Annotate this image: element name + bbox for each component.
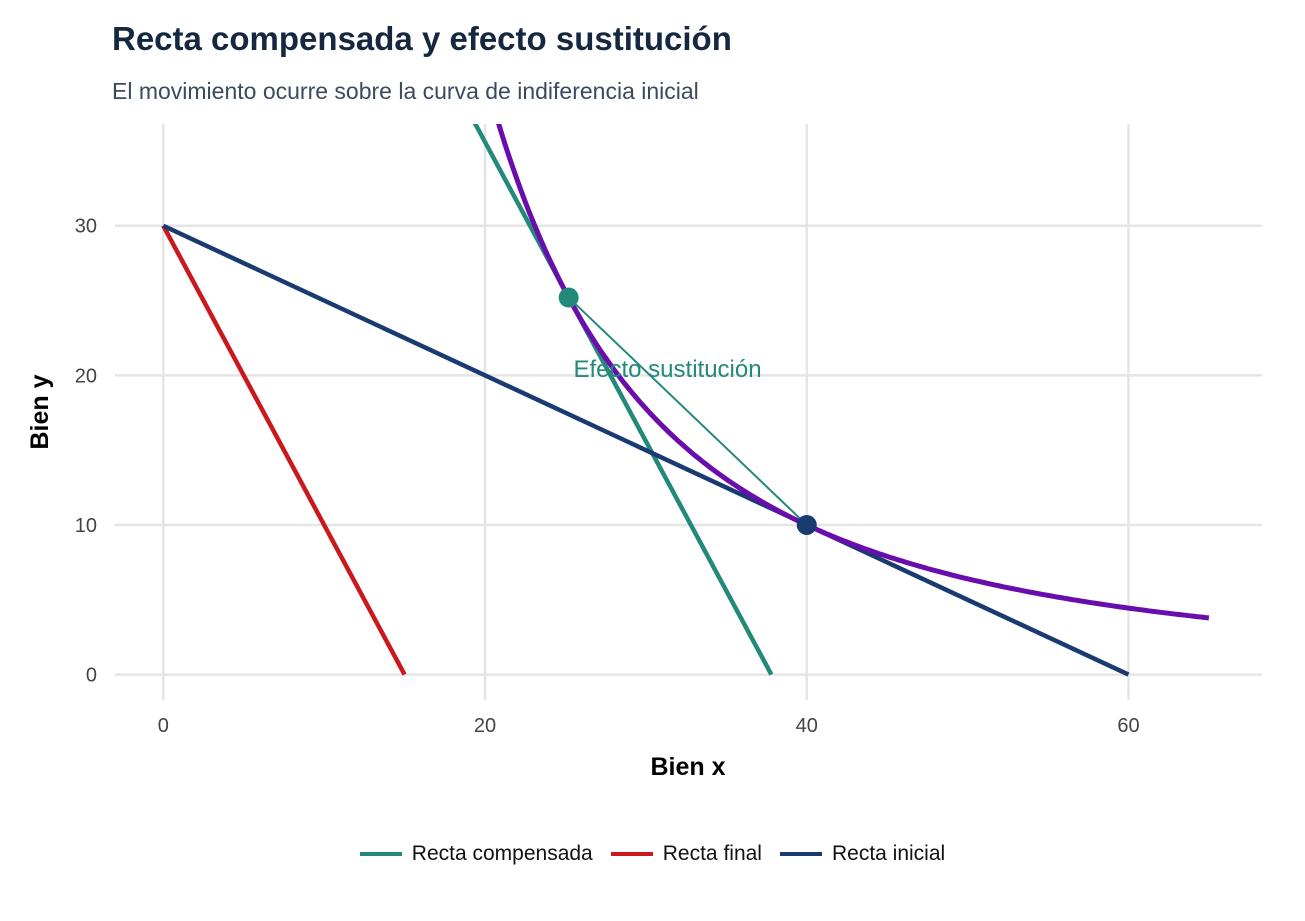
legend-item: Recta inicial [779,842,946,866]
chart-subtitle: El movimiento ocurre sobre la curva de i… [112,78,699,104]
x-axis-label: Bien x [650,753,725,781]
legend-item: Recta compensada [359,842,593,866]
substitution-arrow [567,296,808,526]
legend-label: Recta inicial [831,842,946,865]
y-tick-label: 0 [86,665,97,687]
indifference-curve [496,124,1210,621]
legend-label: Recta final [662,842,762,865]
y-axis-label: Bien y [26,374,54,449]
legend: Recta compensada Recta final Recta inicial [0,842,1305,866]
y-tick-label: 30 [75,216,97,238]
chart-title: Recta compensada y efecto sustitución [112,20,732,57]
equilibrium-point [796,514,817,535]
y-tick-label: 20 [75,365,97,387]
series-line-recta-final [161,224,407,676]
annotation-label: Efecto sustitución [573,356,761,383]
series-line-recta-inicial [162,223,1130,677]
x-tick-label: 60 [1117,715,1139,737]
legend-swatch [779,852,822,856]
legend-label: Recta compensada [411,842,593,865]
legend-item: Recta final [610,842,762,866]
series-line-recta-compensada [472,124,774,676]
y-tick-label: 10 [75,515,97,537]
x-tick-label: 20 [474,715,496,737]
x-tick-label: 0 [158,715,169,737]
x-tick-label: 40 [796,715,818,737]
equilibrium-point [558,287,579,308]
legend-swatch [610,852,653,856]
legend-swatch [359,852,402,856]
